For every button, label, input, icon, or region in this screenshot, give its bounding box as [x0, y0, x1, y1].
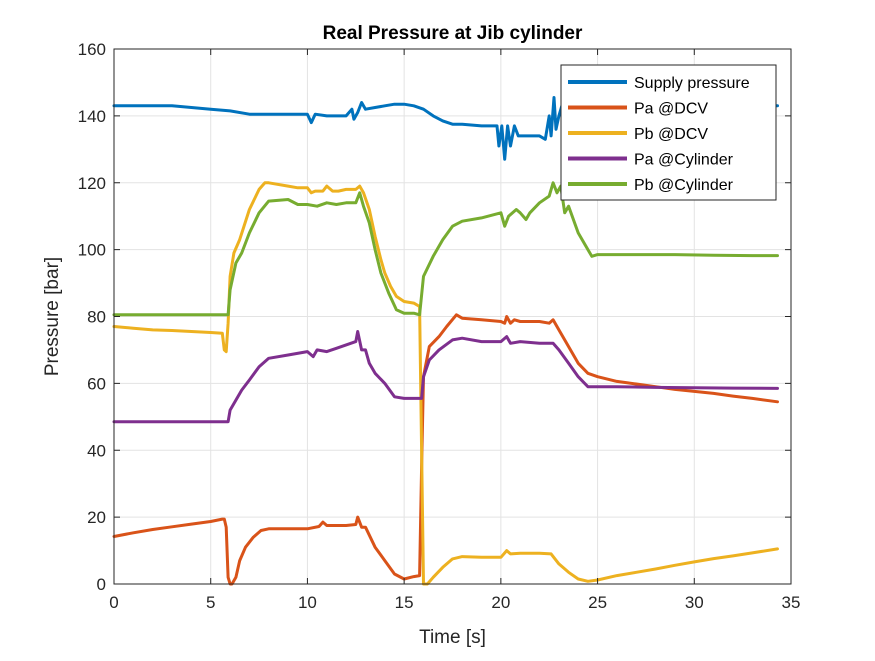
- y-tick-label: 40: [87, 441, 106, 460]
- series-line-3: [112, 181, 779, 586]
- series-line-5: [112, 181, 779, 317]
- legend: Supply pressure Pa @DCV Pb @DCV Pa @Cylinde…: [560, 64, 777, 201]
- legend-label: Pa @Cylinder: [634, 152, 734, 169]
- y-tick-label: 60: [87, 374, 106, 393]
- series-line-4: [112, 330, 779, 424]
- y-tick-label: 100: [78, 241, 106, 260]
- x-tick-label: 10: [298, 593, 317, 612]
- x-tick-label: 20: [491, 593, 510, 612]
- x-tick-label: 35: [782, 593, 801, 612]
- x-tick-label: 15: [395, 593, 414, 612]
- y-tick-label: 20: [87, 508, 106, 527]
- x-tick-label: 25: [588, 593, 607, 612]
- axis-ticks: 0 5 10 15 20 25 30 35 0 20 40 60 80 100 120 140 160: [78, 40, 801, 612]
- legend-items: Supply pressure Pa @DCV Pb @DCV Pa @Cylinde…: [568, 75, 750, 194]
- x-axis-label: Time [s]: [419, 627, 486, 648]
- x-tick-label: 30: [685, 593, 704, 612]
- y-axis-label: Pressure [bar]: [42, 257, 63, 376]
- y-tick-label: 80: [87, 308, 106, 327]
- y-tick-label: 140: [78, 107, 106, 126]
- legend-label: Pb @DCV: [634, 126, 708, 143]
- y-tick-label: 0: [97, 575, 106, 594]
- legend-label: Pa @DCV: [634, 101, 708, 118]
- legend-label: Supply pressure: [634, 75, 750, 92]
- y-tick-label: 160: [78, 40, 106, 59]
- x-tick-label: 0: [109, 593, 118, 612]
- y-tick-label: 120: [78, 174, 106, 193]
- x-tick-label: 5: [206, 593, 215, 612]
- chart-title: Real Pressure at Jib cylinder: [323, 23, 583, 44]
- legend-label: Pb @Cylinder: [634, 177, 734, 194]
